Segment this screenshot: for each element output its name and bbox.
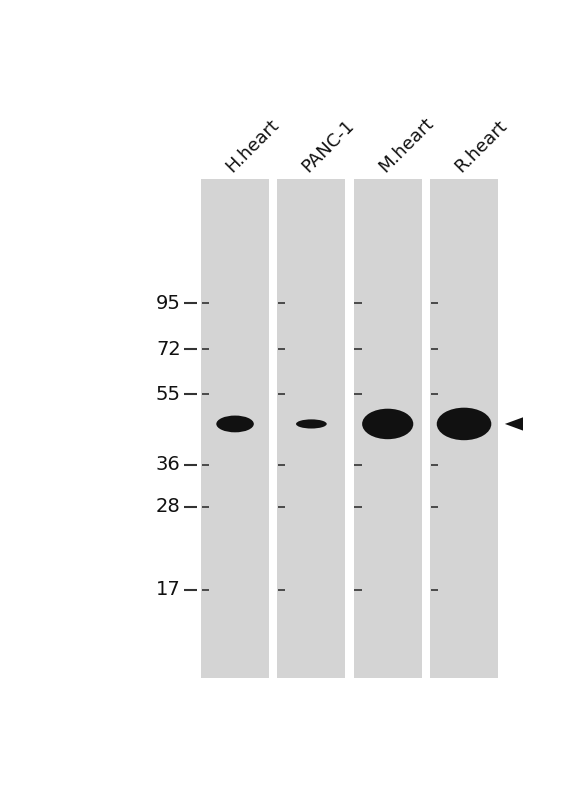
Text: 55: 55 [156, 385, 181, 404]
Bar [277, 179, 346, 678]
Text: 72: 72 [156, 340, 181, 359]
Text: 95: 95 [156, 294, 181, 313]
Text: R.heart: R.heart [451, 117, 511, 176]
Text: 28: 28 [156, 497, 181, 516]
Ellipse shape [437, 408, 492, 440]
Ellipse shape [216, 415, 254, 432]
Text: M.heart: M.heart [375, 114, 437, 176]
Ellipse shape [362, 409, 413, 439]
Text: 17: 17 [156, 580, 181, 599]
Text: H.heart: H.heart [223, 116, 282, 176]
Bar [354, 179, 422, 678]
Text: PANC-1: PANC-1 [299, 117, 358, 176]
Polygon shape [505, 414, 534, 434]
Bar [201, 179, 269, 678]
Ellipse shape [296, 419, 327, 429]
Bar [430, 179, 498, 678]
Text: 36: 36 [156, 455, 181, 474]
